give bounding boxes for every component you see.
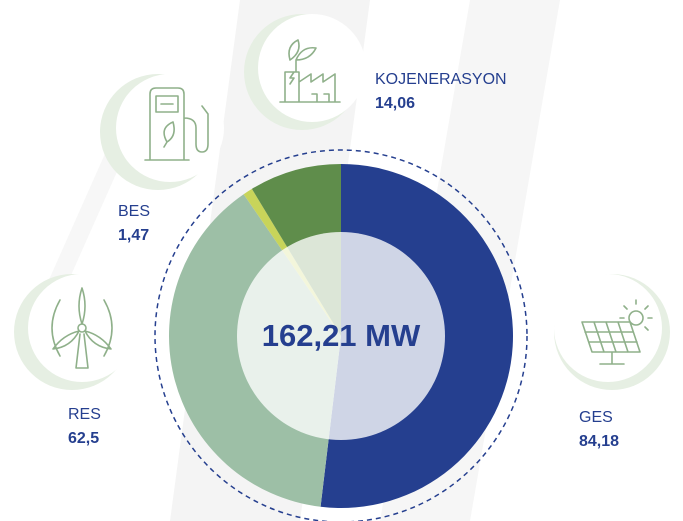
category-label: KOJENERASYON — [375, 71, 507, 88]
value-label: 14,06 — [375, 95, 415, 112]
donut-hole — [237, 232, 445, 440]
icon-ges — [554, 274, 670, 390]
icon-bes — [100, 74, 224, 190]
value-label: 84,18 — [579, 433, 619, 450]
category-label: GES — [579, 409, 613, 426]
value-label: 62,5 — [68, 430, 99, 447]
icon-res — [14, 274, 136, 390]
dashed-ring — [154, 149, 528, 521]
value-label: 1,47 — [118, 227, 149, 244]
center-label: 162,21 MW — [262, 318, 421, 353]
category-label: RES — [68, 406, 101, 423]
category-label: BES — [118, 203, 150, 220]
icon-kojenerasyon — [244, 14, 366, 130]
